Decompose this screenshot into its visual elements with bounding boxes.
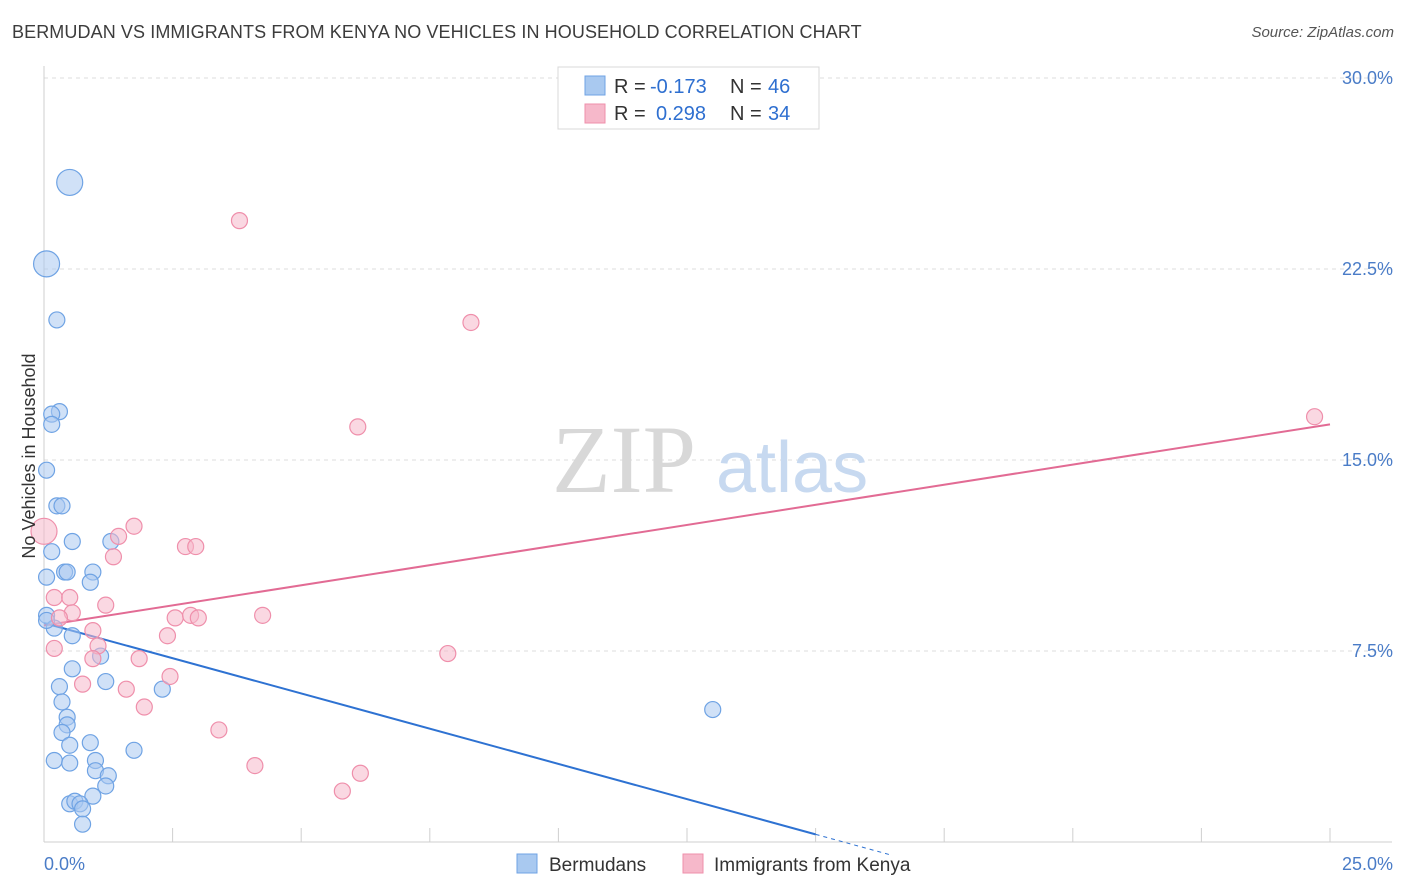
kenya-point-10 [45,588,63,607]
bermudan-point-33 [61,754,79,772]
bermudan-point-12 [37,568,56,586]
bermudan-point-21 [63,660,81,678]
bermudan-point-38 [84,787,102,805]
y-tick-label-0: 7.5% [1352,641,1393,661]
bermudan-point-44 [704,700,722,719]
bermudan-trend-extension [815,833,893,856]
bermudan-point-31 [125,741,143,759]
y-tick-label-1: 15.0% [1342,450,1393,470]
kenya-point-8 [187,537,205,556]
watermark-atlas: atlas [716,428,868,508]
kenya-point-12 [97,596,115,614]
kenya-point-0 [230,212,249,230]
bermudan-point-0 [56,168,84,197]
kenya-point-30 [246,756,264,775]
legend-r-value-kenya: 0.298 [656,103,706,125]
chart-title: BERMUDAN VS IMMIGRANTS FROM KENYA NO VEH… [12,22,862,42]
bottom-legend: Bermudans Immigrants from Kenya [516,853,911,876]
kenya-point-28 [135,698,153,716]
bottom-legend-swatch-bermudans [516,853,538,874]
bottom-legend-kenya: Immigrants from Kenya [714,855,911,876]
y-tick-label-3: 30.0% [1342,68,1393,88]
kenya-point-25 [161,667,179,686]
bermudan-point-37 [97,777,115,795]
kenya-point-11 [61,588,79,607]
bermudan-point-16 [81,573,99,591]
bermudan-point-22 [97,672,115,691]
bermudan-point-5 [43,415,61,433]
kenya-point-14 [50,609,69,627]
kenya-point-4 [30,517,58,545]
x-tick-label-0: 0.0% [44,854,85,874]
legend-n-label-kenya: N = [730,103,762,125]
axes [43,66,1392,843]
bermudan-point-2 [48,311,66,329]
bermudan-trend-line [43,622,816,836]
chart-source: Source: ZipAtlas.com [1251,24,1394,41]
legend-box: R = -0.173 N = 46 R = 0.298 N = 34 [557,66,820,130]
legend-r-value-bermudans: -0.173 [650,76,707,98]
bermudan-point-14 [58,563,76,581]
legend-n-value-kenya: 34 [768,103,790,125]
bottom-legend-swatch-kenya [682,853,704,874]
watermark: ZIP atlas [552,406,868,513]
y-axis-label: No Vehicles in Household [19,353,39,558]
kenya-point-26 [73,675,92,693]
kenya-point-33 [45,639,63,658]
x-tick-label-1: 25.0% [1342,854,1393,874]
kenya-point-9 [104,548,123,566]
bottom-legend-bermudans: Bermudans [549,855,646,876]
kenya-point-23 [130,650,148,668]
tick-labels: 7.5% 15.0% 22.5% 30.0% 0.0% 25.0% [44,68,1393,874]
bermudan-point-32 [45,751,63,770]
bermudan-point-9 [43,543,61,561]
legend-r-label-bermudans: R = [614,76,646,98]
bermudan-point-10 [63,532,81,551]
legend-n-value-bermudans: 46 [768,76,790,98]
grid-lines [44,77,1392,652]
kenya-point-32 [333,782,351,800]
legend-n-label-bermudans: N = [730,76,762,98]
kenya-point-2 [349,418,367,436]
bermudan-point-6 [37,461,56,479]
kenya-point-20 [158,627,177,645]
kenya-point-31 [351,764,369,782]
kenya-point-27 [117,680,135,698]
y-tick-label-2: 22.5% [1342,259,1393,279]
kenya-point-3 [1305,408,1324,426]
kenya-point-22 [439,644,457,663]
bermudan-point-8 [53,497,71,515]
kenya-point-19 [84,622,102,640]
legend-swatch-kenya [584,103,606,124]
bermudan-point-43 [73,815,92,833]
bermudan-point-1 [32,250,61,278]
kenya-point-1 [462,313,480,332]
bermudan-point-24 [153,680,171,698]
kenya-point-6 [109,527,128,546]
watermark-zip: ZIP [552,406,696,513]
kenya-trend-line [43,423,1331,627]
kenya-point-15 [166,609,184,627]
legend-r-label-kenya: R = [614,103,646,125]
legend-swatch-bermudans [584,75,606,96]
kenya-point-18 [254,606,272,624]
bermudan-point-28 [53,723,71,742]
bermudan-point-30 [81,734,99,752]
kenya-point-17 [189,609,207,627]
trend-lines [43,423,1331,856]
bermudan-point-25 [53,693,71,711]
data-points [30,168,1324,833]
kenya-point-29 [210,721,228,739]
bermudan-point-42 [73,800,92,818]
bermudan-point-23 [50,678,69,696]
bermudan-point-20 [63,627,81,645]
kenya-point-5 [125,517,143,535]
bermudan-point-29 [61,736,79,754]
kenya-point-24 [84,650,102,668]
